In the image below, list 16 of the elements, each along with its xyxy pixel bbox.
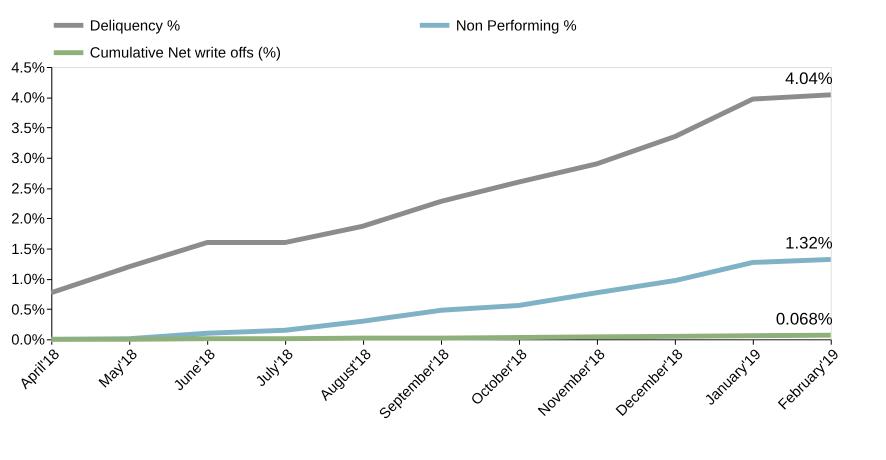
legend-label: Cumulative Net write offs (%) xyxy=(90,46,281,62)
y-tick-label: 0.5% xyxy=(11,302,45,318)
annotation: 4.04% xyxy=(785,68,833,88)
y-tick-label: 4.0% xyxy=(11,90,45,107)
y-tick-label: 2.5% xyxy=(11,181,45,198)
y-tick-label: 2.0% xyxy=(11,212,45,228)
y-tick-label: 1.0% xyxy=(11,272,45,288)
legend-label: Non Performing % xyxy=(456,18,577,34)
annotation: 1.32% xyxy=(785,234,833,253)
y-tick-label: 0.0% xyxy=(11,332,45,349)
y-tick-label: 4.5% xyxy=(11,60,45,76)
y-tick-label: 3.0% xyxy=(11,151,45,168)
y-tick-label: 3.5% xyxy=(11,120,45,137)
annotation: 0.068% xyxy=(776,309,833,328)
y-tick-label: 1.5% xyxy=(11,242,45,258)
legend-label: Deliquency % xyxy=(90,18,180,34)
